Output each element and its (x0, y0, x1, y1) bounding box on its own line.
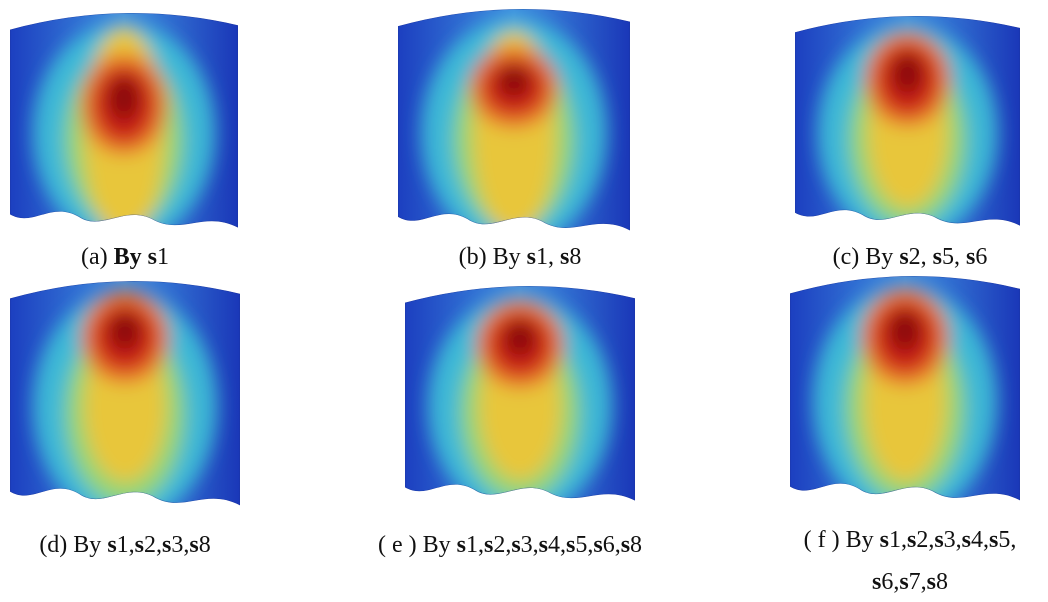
caption: (b) By s1, s8 (459, 236, 582, 278)
caption-text: 4, (971, 527, 989, 553)
caption-text: s (527, 244, 536, 270)
surface-plot (398, 9, 630, 246)
caption: (d) By s1,s2,s3,s8 (39, 524, 210, 566)
caption-text: s (135, 532, 144, 558)
caption-text: s (539, 532, 548, 558)
caption-text: 2, (493, 532, 511, 558)
heat (813, 287, 997, 517)
caption-text: 6, (603, 532, 621, 558)
caption-text: 6 (975, 244, 987, 270)
caption-text: 3, (521, 532, 539, 558)
caption-text: 5, (998, 527, 1016, 553)
surface-plot (10, 13, 238, 243)
caption-line: ( e ) By s1,s2,s3,s4,s5,s6,s8 (378, 524, 642, 566)
caption-text: s (962, 527, 971, 553)
caption-text: 8 (199, 532, 211, 558)
caption-text: (c) By (833, 244, 900, 270)
caption-text: 5, (942, 244, 966, 270)
caption-line: s6,s7,s8 (804, 561, 1017, 602)
heat (33, 23, 215, 243)
caption-text: 3, (171, 532, 189, 558)
heat-core (889, 310, 921, 351)
caption-text: s (880, 527, 889, 553)
caption-text: s (484, 532, 493, 558)
heat (33, 292, 217, 522)
caption-line: (a) By s1 (81, 236, 169, 278)
caption: (a) By s1 (81, 236, 169, 278)
heat-core (504, 319, 536, 356)
caption-text: 8 (630, 532, 642, 558)
caption-text: s (107, 532, 116, 558)
caption-text: s (621, 532, 630, 558)
caption-text: s (511, 532, 520, 558)
caption-text: s (989, 527, 998, 553)
heat (421, 19, 607, 246)
caption-text: s (899, 244, 908, 270)
caption: ( e ) By s1,s2,s3,s4,s5,s6,s8 (378, 524, 642, 566)
caption-line: (d) By s1,s2,s3,s8 (39, 524, 210, 566)
caption-text: (d) By (39, 532, 107, 558)
caption-text: s (162, 532, 171, 558)
heat (428, 296, 612, 516)
caption-text: 4, (548, 532, 566, 558)
heat-core (108, 75, 140, 120)
caption-text: 7, (909, 569, 927, 595)
caption-line: (b) By s1, s8 (459, 236, 582, 278)
caption-text: s (560, 244, 569, 270)
caption-text: s (907, 527, 916, 553)
caption-text: s (934, 527, 943, 553)
caption-text: s (927, 569, 936, 595)
caption-text: 5, (575, 532, 593, 558)
caption-text: 6, (881, 569, 899, 595)
caption-line: ( f ) By s1,s2,s3,s4,s5, (804, 519, 1017, 561)
caption-text: 1, (889, 527, 907, 553)
caption-text: s (148, 244, 157, 270)
figure: (a) By s1(b) By s1, s8(c) By s2, s5, s6(… (0, 0, 1048, 602)
caption: (c) By s2, s5, s6 (833, 236, 988, 278)
surface-plot (795, 16, 1020, 241)
caption-text: 1, (117, 532, 135, 558)
surface-plot (405, 286, 635, 516)
caption-text: ( e ) By (378, 532, 457, 558)
heat-core (892, 52, 924, 93)
caption-text: s (457, 532, 466, 558)
caption-text: 1 (157, 244, 169, 270)
caption-text: 2, (144, 532, 162, 558)
caption-text: s (593, 532, 602, 558)
surface-plot (790, 276, 1020, 516)
caption-text: s (189, 532, 198, 558)
caption-text: s (566, 532, 575, 558)
caption-text: 3, (944, 527, 962, 553)
caption-text: 1, (536, 244, 560, 270)
caption-text: (a) (81, 244, 114, 270)
heat-core (109, 311, 141, 350)
caption-text: 2, (909, 244, 933, 270)
caption-text: 8 (936, 569, 948, 595)
heat-core (498, 64, 530, 97)
caption-text: s (966, 244, 975, 270)
caption-text: s (872, 569, 881, 595)
surfaces (0, 0, 1048, 602)
surface-plot (10, 281, 240, 521)
caption-text: By (114, 244, 142, 270)
caption-text: 1, (466, 532, 484, 558)
caption-text: 2, (916, 527, 934, 553)
caption-text: s (899, 569, 908, 595)
caption-text: (b) By (459, 244, 527, 270)
caption-text: s (933, 244, 942, 270)
caption-text: ( f ) By (804, 527, 880, 553)
heat (818, 26, 998, 241)
caption: ( f ) By s1,s2,s3,s4,s5,s6,s7,s8 (804, 519, 1017, 602)
caption-text: 8 (569, 244, 581, 270)
caption-line: (c) By s2, s5, s6 (833, 236, 988, 278)
